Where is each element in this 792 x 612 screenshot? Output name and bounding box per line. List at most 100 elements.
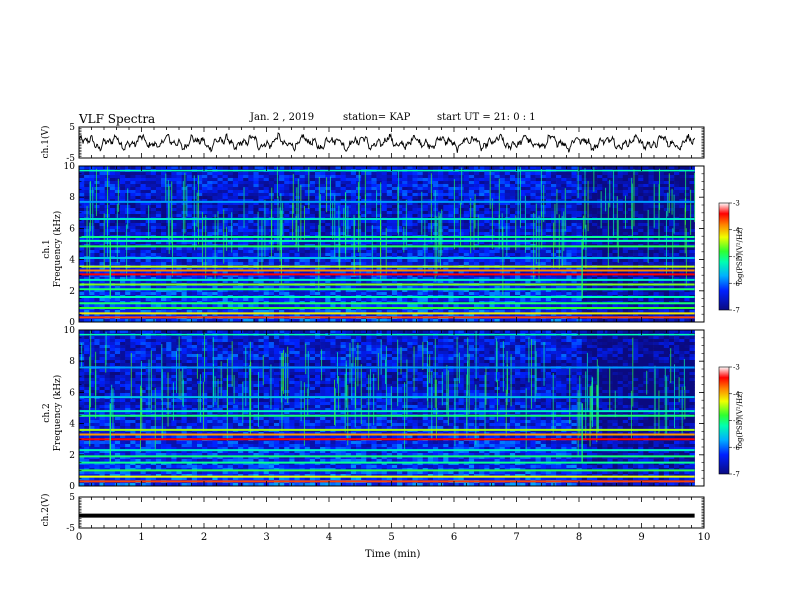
spectro-cell — [520, 196, 526, 200]
spectro-cell — [581, 178, 588, 182]
spectro-cell — [530, 199, 536, 203]
spectro-cell — [402, 247, 408, 251]
spectro-cell — [689, 199, 695, 203]
spectro-cell — [674, 190, 680, 194]
spectro-cell — [202, 184, 208, 188]
spectro-cell — [509, 181, 516, 185]
spectro-cell — [150, 196, 157, 200]
spectro-cell — [238, 208, 244, 212]
spectro-cell — [463, 193, 470, 197]
spectro-cell — [674, 202, 680, 206]
spectro-cell — [258, 196, 264, 200]
spectro-cell — [545, 262, 552, 266]
spectro-cell — [689, 229, 695, 233]
spectro-cell — [530, 187, 536, 191]
spectro-cell — [407, 202, 413, 206]
spectro-cell — [468, 196, 475, 200]
spectro-cell — [340, 277, 347, 281]
spectro-cell — [602, 214, 608, 218]
spectro-cell — [150, 226, 157, 230]
spectro-cell — [443, 193, 449, 197]
spectro-cell — [381, 259, 388, 263]
spectro-cell — [79, 196, 85, 200]
spectro-cell — [402, 184, 408, 188]
spectro-cell — [576, 187, 583, 191]
spectro-cell — [145, 178, 152, 182]
spectro-cell — [515, 232, 521, 236]
spectro-cell — [468, 241, 475, 245]
spectro-cell — [663, 280, 670, 284]
spectro-cell — [689, 172, 695, 176]
spectro-cell — [679, 232, 685, 236]
spectro-cell — [361, 274, 367, 278]
spectro-cell — [304, 250, 311, 254]
spectro-cell — [443, 205, 449, 209]
spectro-cell — [397, 166, 403, 170]
spectro-cell — [99, 271, 105, 275]
spectro-cell — [109, 211, 116, 215]
spectro-cell — [458, 271, 465, 275]
spectro-cell — [268, 277, 275, 281]
spectro-cell — [304, 187, 311, 191]
spectro-cell — [309, 202, 316, 206]
spectro-cell — [397, 220, 403, 224]
spectro-cell — [325, 274, 331, 278]
spectro-cell — [222, 172, 229, 176]
spectro-cell — [571, 226, 577, 230]
spectro-cell — [340, 241, 347, 245]
spectro-cell — [633, 277, 639, 281]
spectro-cell — [504, 214, 511, 218]
spectro-cell — [94, 199, 100, 203]
spectro-cell — [207, 166, 213, 170]
spectro-cell — [371, 187, 377, 191]
spectro-cell — [458, 238, 465, 242]
spectro-cell — [79, 208, 85, 212]
spectro-cell — [402, 178, 408, 182]
spectro-cell — [520, 172, 526, 176]
spectro-cell — [155, 271, 162, 275]
spectro-cell — [330, 271, 336, 275]
spectro-cell — [397, 280, 403, 284]
spectro-cell — [504, 250, 511, 254]
spectro-cell — [135, 172, 141, 176]
spectro-cell — [674, 262, 680, 266]
spectro-cell — [453, 199, 459, 203]
spectro-cell — [371, 274, 377, 278]
spectro-cell — [499, 181, 506, 185]
spectro-cell — [668, 220, 675, 224]
spectro-cell — [592, 220, 598, 224]
spectro-cell — [181, 172, 188, 176]
spectro-cell — [258, 187, 264, 191]
spectro-cell — [176, 178, 182, 182]
spectro-cell — [468, 211, 475, 215]
spectro-cell — [638, 226, 644, 230]
spectro-cell — [550, 193, 557, 197]
spectro-cell — [335, 271, 341, 275]
spectro-cell — [422, 247, 429, 251]
spectro-cell — [356, 274, 362, 278]
spectro-cell — [243, 166, 249, 170]
spectro-cell — [166, 274, 172, 278]
spectro-cell — [289, 229, 295, 233]
spectro-cell — [186, 172, 193, 176]
spectro-cell — [468, 277, 475, 281]
spectro-cell — [345, 187, 352, 191]
spectro-cell — [238, 238, 244, 242]
spectro-cell — [196, 220, 203, 224]
spectro-cell — [222, 277, 229, 281]
spectro-cell — [381, 241, 388, 245]
spectro-cell — [597, 196, 603, 200]
spectro-cell — [309, 220, 316, 224]
spectro-cell — [171, 238, 177, 242]
spectro-cell — [176, 271, 182, 275]
spectro-cell — [89, 238, 95, 242]
spectro-cell — [381, 166, 388, 170]
spectro-cell — [674, 172, 680, 176]
spectro-cell — [427, 178, 434, 182]
spectro-cell — [494, 271, 500, 275]
spectro-cell — [217, 280, 223, 284]
spectro-cell — [299, 190, 306, 194]
spectro-cell — [376, 280, 382, 284]
spectro-cell — [309, 277, 316, 281]
spectro-cell — [94, 220, 100, 224]
